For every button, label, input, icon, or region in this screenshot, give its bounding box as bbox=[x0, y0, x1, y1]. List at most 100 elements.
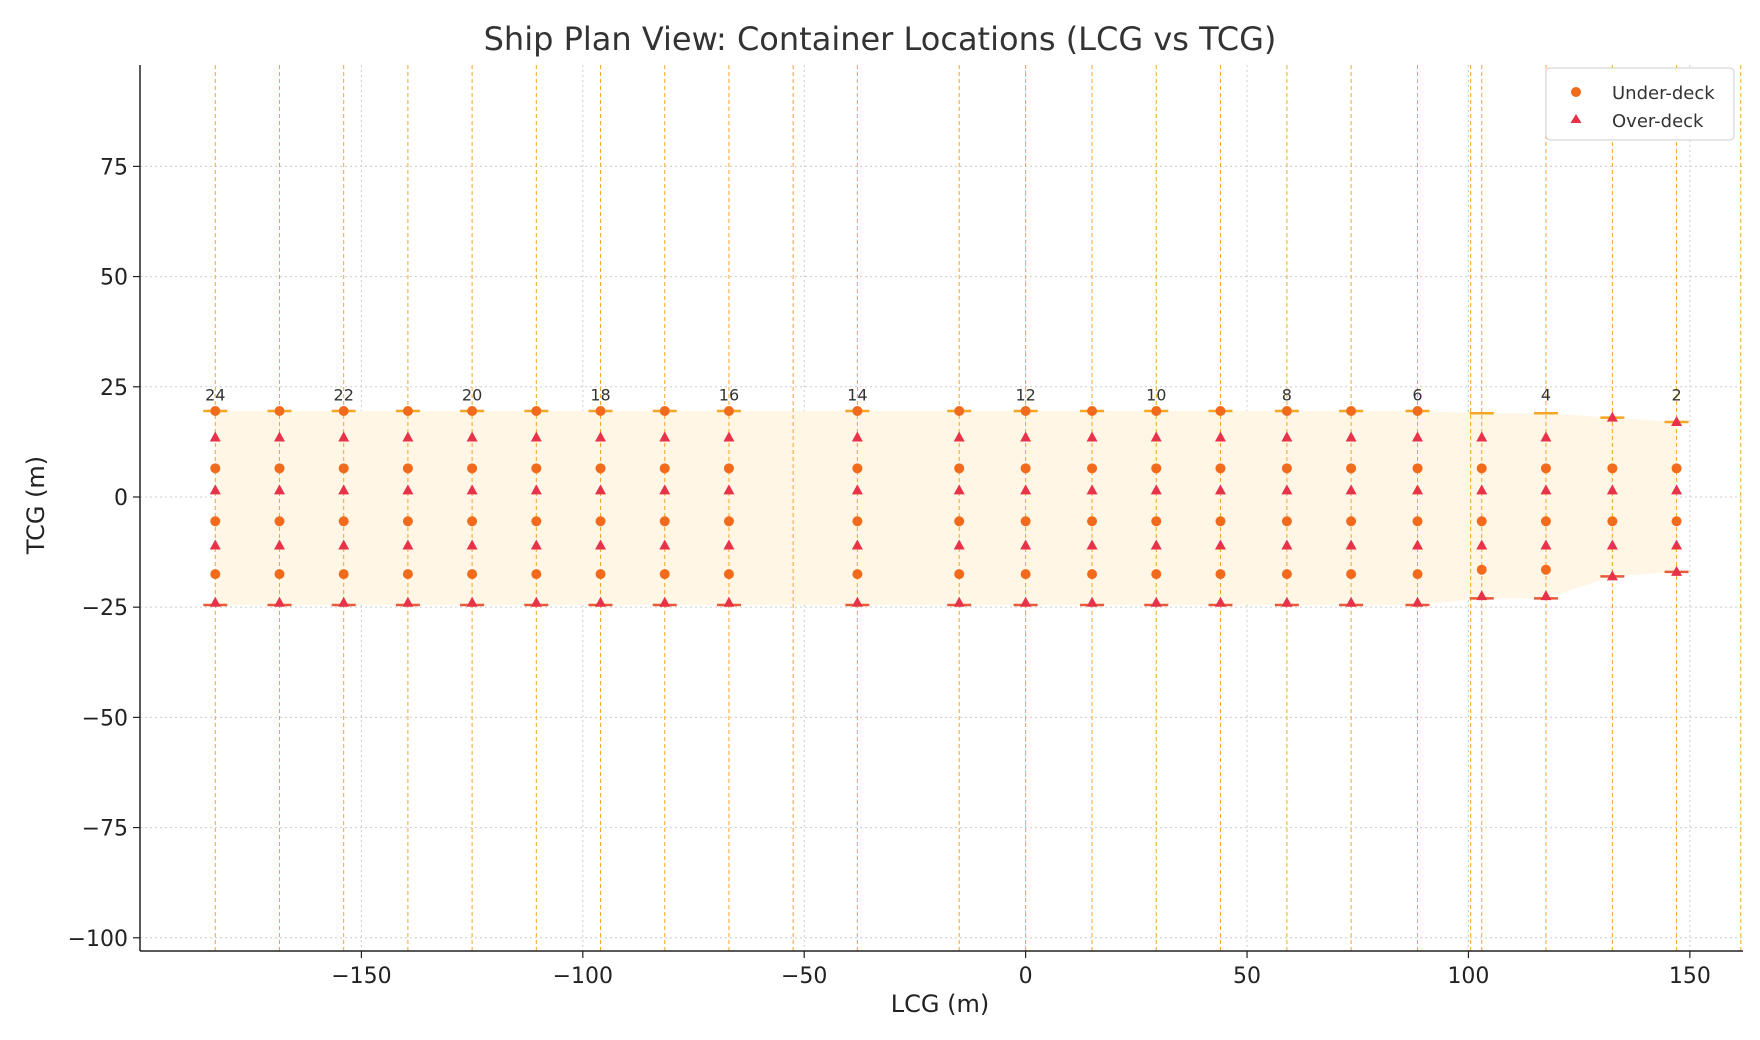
point-under-deck bbox=[210, 569, 221, 580]
point-over-deck bbox=[595, 596, 607, 607]
axes bbox=[133, 65, 1743, 958]
bay-label: 4 bbox=[1541, 386, 1551, 405]
point-under-deck bbox=[1476, 564, 1487, 575]
point-under-deck bbox=[1607, 516, 1618, 527]
point-under-deck bbox=[1087, 463, 1098, 474]
point-under-deck bbox=[659, 516, 670, 527]
point-over-deck bbox=[595, 431, 607, 442]
point-over-deck bbox=[1345, 484, 1357, 495]
point-under-deck bbox=[402, 406, 413, 417]
point-under-deck bbox=[1346, 406, 1357, 417]
x-tick-label: 100 bbox=[1447, 964, 1489, 989]
point-over-deck bbox=[1281, 484, 1293, 495]
point-over-deck bbox=[1150, 596, 1162, 607]
y-tick-label: −75 bbox=[82, 817, 128, 842]
point-under-deck bbox=[1540, 564, 1551, 575]
point-over-deck bbox=[466, 484, 478, 495]
point-under-deck bbox=[1346, 569, 1357, 580]
y-tick-label: −100 bbox=[68, 927, 128, 952]
point-under-deck bbox=[1671, 516, 1682, 527]
point-under-deck bbox=[338, 569, 349, 580]
point-under-deck bbox=[954, 463, 965, 474]
bay-label: 20 bbox=[462, 386, 482, 405]
point-over-deck bbox=[659, 539, 671, 550]
point-under-deck bbox=[467, 406, 478, 417]
point-over-deck bbox=[1020, 596, 1032, 607]
point-under-deck bbox=[274, 406, 285, 417]
point-under-deck bbox=[1346, 463, 1357, 474]
point-under-deck bbox=[723, 406, 734, 417]
chart-title: Ship Plan View: Container Locations (LCG… bbox=[484, 20, 1277, 58]
point-under-deck bbox=[1671, 463, 1682, 474]
point-under-deck bbox=[954, 569, 965, 580]
point-under-deck bbox=[595, 463, 606, 474]
point-under-deck bbox=[659, 406, 670, 417]
point-under-deck bbox=[1151, 516, 1162, 527]
point-under-deck bbox=[402, 463, 413, 474]
legend-label-over-deck: Over-deck bbox=[1612, 111, 1704, 132]
point-over-deck bbox=[1020, 431, 1032, 442]
x-tick-label: 150 bbox=[1669, 964, 1711, 989]
point-under-deck bbox=[595, 516, 606, 527]
point-over-deck bbox=[1214, 431, 1226, 442]
point-over-deck bbox=[530, 431, 542, 442]
bay-label: 16 bbox=[719, 386, 739, 405]
point-under-deck bbox=[467, 516, 478, 527]
point-over-deck bbox=[1476, 431, 1488, 442]
point-over-deck bbox=[1150, 484, 1162, 495]
point-under-deck bbox=[595, 569, 606, 580]
point-under-deck bbox=[954, 516, 965, 527]
point-under-deck bbox=[1476, 463, 1487, 474]
point-over-deck bbox=[338, 484, 350, 495]
point-under-deck bbox=[1087, 516, 1098, 527]
point-over-deck bbox=[1412, 596, 1424, 607]
bay-label: 14 bbox=[847, 386, 867, 405]
y-tick-label: 0 bbox=[114, 486, 128, 511]
point-over-deck bbox=[1086, 431, 1098, 442]
point-over-deck bbox=[1020, 539, 1032, 550]
point-under-deck bbox=[1151, 569, 1162, 580]
point-over-deck bbox=[1476, 590, 1488, 601]
legend-marker-under-deck bbox=[1571, 87, 1581, 97]
point-under-deck bbox=[1020, 406, 1031, 417]
point-under-deck bbox=[1412, 516, 1423, 527]
x-tick-label: 50 bbox=[1233, 964, 1261, 989]
point-over-deck bbox=[1150, 431, 1162, 442]
point-under-deck bbox=[659, 463, 670, 474]
point-under-deck bbox=[210, 516, 221, 527]
point-over-deck bbox=[1150, 539, 1162, 550]
point-over-deck bbox=[402, 539, 414, 550]
point-over-deck bbox=[530, 596, 542, 607]
point-over-deck bbox=[1086, 539, 1098, 550]
point-under-deck bbox=[1346, 516, 1357, 527]
point-over-deck bbox=[851, 539, 863, 550]
legend-frame bbox=[1545, 67, 1735, 141]
legend-label-under-deck: Under-deck bbox=[1612, 83, 1715, 104]
y-axis-label: TCG (m) bbox=[22, 456, 50, 555]
point-over-deck bbox=[1671, 565, 1683, 576]
point-over-deck bbox=[953, 484, 965, 495]
point-under-deck bbox=[1540, 516, 1551, 527]
bay-label: 18 bbox=[590, 386, 610, 405]
bay-guides bbox=[214, 65, 1742, 951]
point-over-deck bbox=[1412, 484, 1424, 495]
point-over-deck bbox=[1086, 596, 1098, 607]
point-under-deck bbox=[852, 463, 863, 474]
point-over-deck bbox=[851, 431, 863, 442]
point-over-deck bbox=[1606, 484, 1618, 495]
point-under-deck bbox=[402, 516, 413, 527]
point-over-deck bbox=[1281, 431, 1293, 442]
point-under-deck bbox=[210, 406, 221, 417]
point-under-deck bbox=[402, 569, 413, 580]
point-over-deck bbox=[1476, 539, 1488, 550]
point-over-deck bbox=[659, 596, 671, 607]
tick-labels: −150 −100 −50 0 50 100 150 −100 −75 −50 −25 0 25 50 75 bbox=[68, 155, 1711, 989]
point-over-deck bbox=[338, 596, 350, 607]
point-over-deck bbox=[1540, 431, 1552, 442]
point-under-deck bbox=[531, 569, 542, 580]
point-over-deck bbox=[530, 484, 542, 495]
point-over-deck bbox=[273, 596, 285, 607]
bay-label: 2 bbox=[1671, 386, 1681, 405]
point-under-deck bbox=[1215, 569, 1226, 580]
